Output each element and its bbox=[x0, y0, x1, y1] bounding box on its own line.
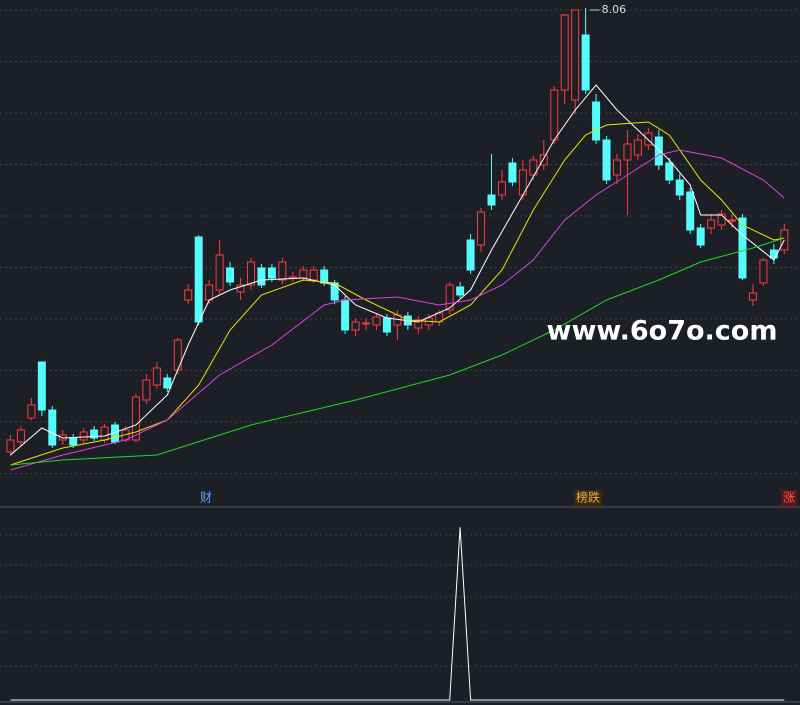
candle-body bbox=[288, 276, 297, 279]
candle-body bbox=[79, 431, 88, 441]
candle-body bbox=[696, 227, 705, 246]
candle-body bbox=[477, 211, 486, 246]
candle-body bbox=[487, 194, 496, 206]
candle-body bbox=[6, 439, 15, 453]
candle-body bbox=[675, 179, 684, 196]
candle-body bbox=[278, 261, 287, 281]
candle-body bbox=[246, 261, 255, 286]
candle-body bbox=[769, 249, 778, 259]
candle-body bbox=[320, 269, 329, 284]
candle-body bbox=[759, 259, 768, 284]
candle-body bbox=[69, 437, 78, 446]
candle-body bbox=[341, 299, 350, 331]
candle-body bbox=[48, 409, 57, 446]
candle-body bbox=[226, 267, 235, 283]
line bbox=[10, 149, 785, 471]
candle-body bbox=[27, 404, 36, 419]
candle-body bbox=[707, 219, 716, 229]
candle-body bbox=[686, 191, 695, 231]
high-label: 8.06 bbox=[602, 3, 627, 16]
marker-box bbox=[574, 490, 602, 506]
line bbox=[10, 121, 785, 466]
marks: 8.06 bbox=[6, 3, 789, 701]
candle-body bbox=[497, 181, 506, 196]
candle-body bbox=[351, 321, 360, 331]
candle-body bbox=[163, 377, 172, 389]
candle-body bbox=[560, 14, 569, 91]
marker-box bbox=[781, 490, 797, 506]
candle-body bbox=[612, 159, 621, 176]
candle-body bbox=[539, 154, 548, 166]
candle-body bbox=[571, 9, 580, 101]
candle-body bbox=[267, 267, 276, 279]
candle-body bbox=[550, 89, 559, 141]
candle-body bbox=[309, 269, 318, 281]
candle-body bbox=[466, 239, 475, 271]
candle-body bbox=[717, 213, 726, 226]
candle-body bbox=[194, 236, 203, 323]
candle-body bbox=[37, 361, 46, 411]
candle-body bbox=[414, 319, 423, 329]
candle-body bbox=[205, 284, 214, 301]
candle-body bbox=[665, 162, 674, 181]
candle-body bbox=[100, 426, 109, 441]
candle-body bbox=[142, 379, 151, 401]
marker: 涨 bbox=[783, 490, 795, 505]
candle-body bbox=[445, 284, 454, 311]
candle-body bbox=[623, 143, 632, 161]
candle-body bbox=[644, 132, 653, 146]
candle-body bbox=[581, 34, 590, 91]
candle-body bbox=[529, 159, 538, 176]
candle-body bbox=[738, 217, 747, 279]
candle-body bbox=[90, 429, 99, 439]
candle-body bbox=[728, 219, 737, 222]
candle-body bbox=[602, 139, 611, 181]
candle-body bbox=[236, 284, 245, 293]
line bbox=[10, 237, 785, 466]
watermark: www.6o7o.com bbox=[547, 316, 778, 347]
candle-body bbox=[152, 367, 161, 386]
candle-body bbox=[215, 254, 224, 291]
candle-body bbox=[372, 316, 381, 326]
candle-body bbox=[257, 267, 266, 286]
candle-body bbox=[633, 139, 642, 156]
candle-body bbox=[654, 136, 663, 166]
candle-body bbox=[456, 286, 465, 296]
candle-body bbox=[362, 322, 371, 325]
candle-body bbox=[184, 289, 193, 301]
candle-body bbox=[780, 229, 789, 251]
candle-body bbox=[131, 396, 140, 441]
candle-body bbox=[748, 292, 757, 301]
grid bbox=[0, 9, 800, 667]
marker: 榜跌 bbox=[576, 490, 600, 505]
marker: 财 bbox=[200, 491, 212, 505]
line bbox=[10, 527, 785, 701]
candle-body bbox=[299, 269, 308, 279]
candle-body bbox=[16, 429, 25, 443]
candle-body bbox=[592, 101, 601, 141]
line bbox=[10, 84, 785, 456]
candle-body bbox=[382, 317, 391, 333]
candle-body bbox=[508, 162, 517, 183]
candle-body bbox=[173, 339, 182, 371]
